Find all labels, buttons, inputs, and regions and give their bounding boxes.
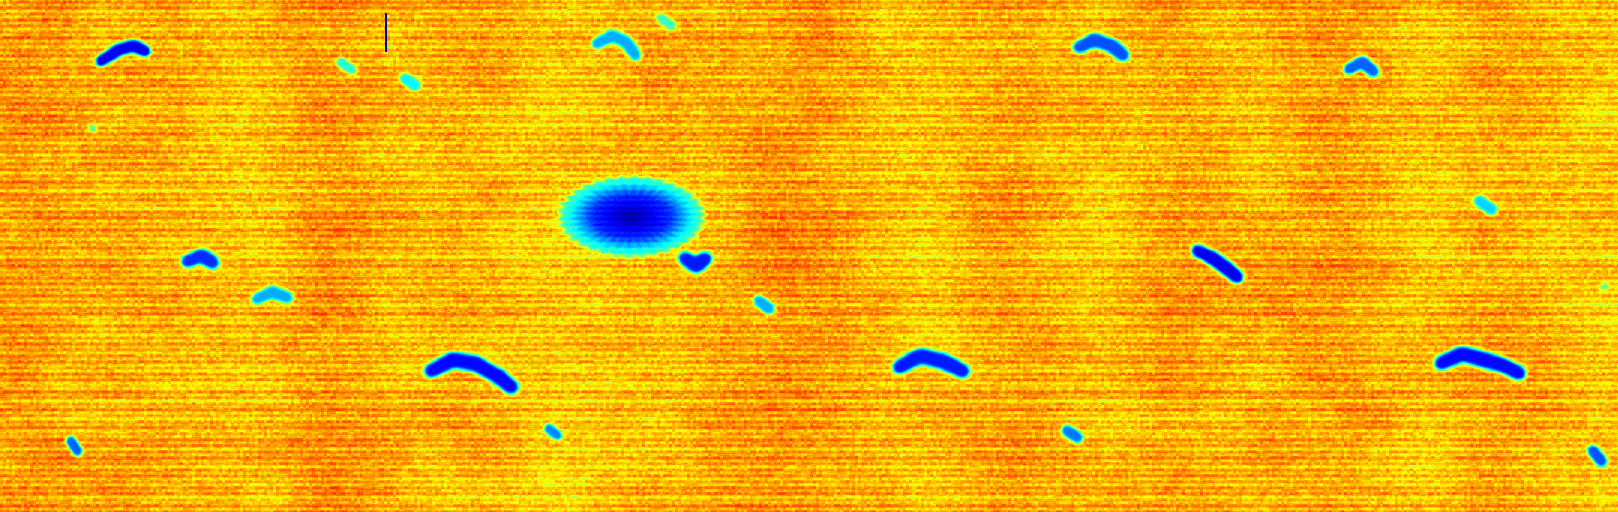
heatmap-canvas[interactable] bbox=[0, 0, 1618, 512]
heatmap-scan-view[interactable] bbox=[0, 0, 1618, 512]
